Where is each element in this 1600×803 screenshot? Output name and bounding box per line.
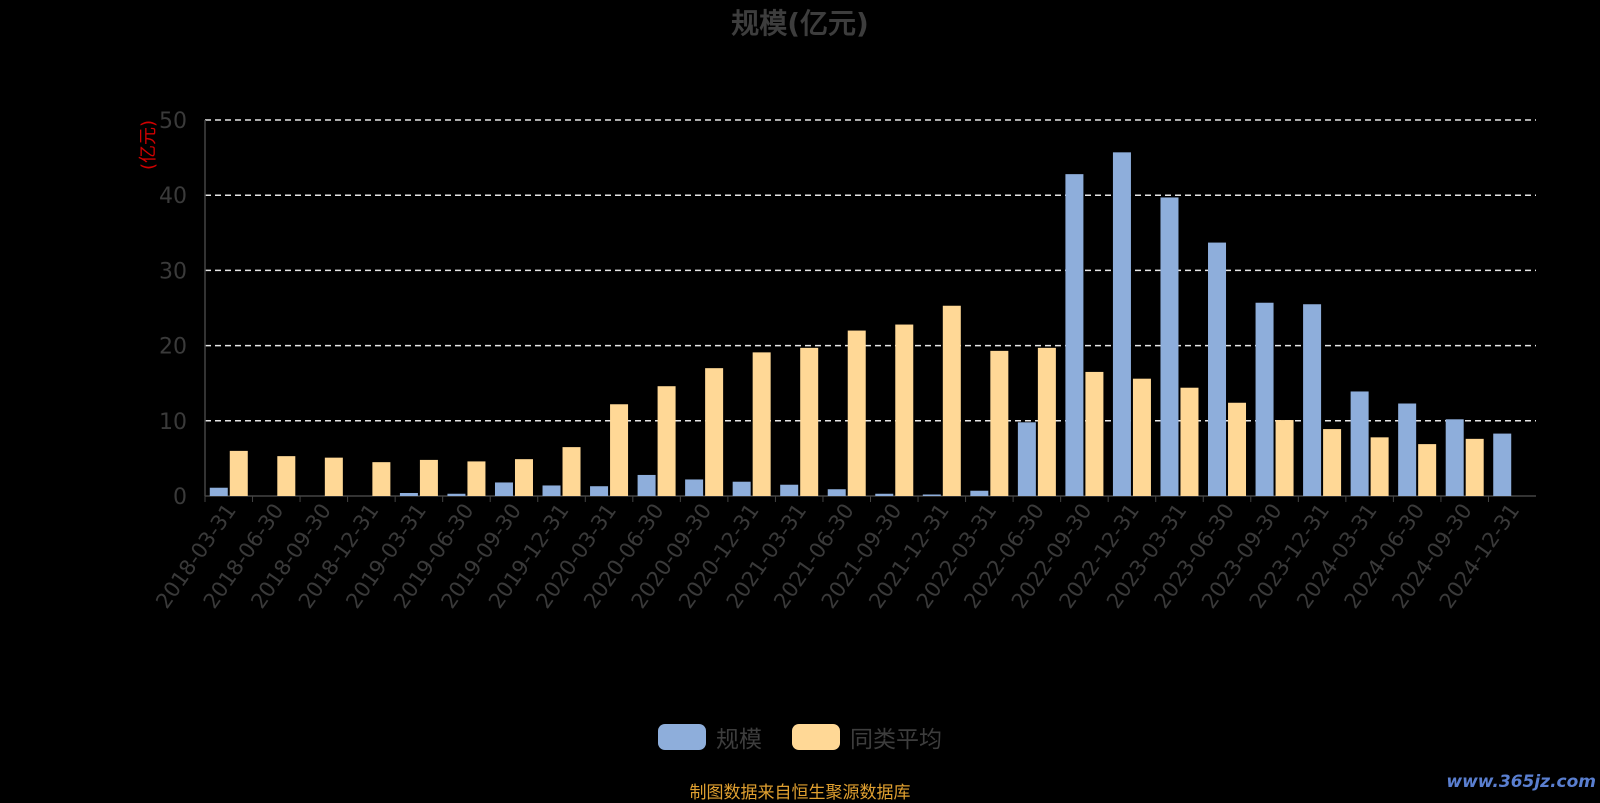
bar-scale <box>1160 197 1179 496</box>
bar-scale <box>1350 391 1369 496</box>
bar-scale <box>1493 433 1512 496</box>
bar-peer-average <box>419 459 438 496</box>
legend-item-peer-average[interactable]: 同类平均 <box>792 720 942 754</box>
legend-item-scale[interactable]: 规模 <box>658 720 762 754</box>
bar-peer-average <box>990 350 1009 496</box>
legend-label-scale: 规模 <box>716 727 762 753</box>
bar-peer-average <box>657 386 676 496</box>
bar-peer-average <box>847 330 866 496</box>
legend-swatch-peer-average <box>792 724 840 750</box>
chart-title: 规模(亿元) <box>731 7 869 40</box>
bar-peer-average <box>1370 437 1389 496</box>
watermark: www.365jz.com <box>1446 772 1596 792</box>
bar-peer-average <box>1323 429 1342 496</box>
bar-scale <box>922 494 941 496</box>
data-source-note: 制图数据来自恒生聚源数据库 <box>689 783 911 803</box>
bar-scale <box>1398 403 1417 496</box>
bar-peer-average <box>1037 347 1056 496</box>
bar-peer-average <box>800 347 819 496</box>
legend-label-peer-average: 同类平均 <box>850 727 942 753</box>
bar-scale <box>970 490 989 496</box>
y-tick-label: 50 <box>159 109 187 134</box>
y-tick-label: 40 <box>159 184 187 209</box>
bar-peer-average <box>1085 371 1104 496</box>
y-tick-label: 20 <box>159 335 187 360</box>
bar-peer-average <box>1180 387 1199 496</box>
bar-scale <box>1255 302 1274 496</box>
bar-peer-average <box>514 459 533 496</box>
bar-peer-average <box>372 462 391 496</box>
bar-scale <box>1303 304 1322 496</box>
legend: 规模 同类平均 <box>0 720 1600 754</box>
bar-scale <box>399 492 418 496</box>
bar-peer-average <box>705 368 724 496</box>
bar-peer-average <box>752 352 771 496</box>
bar-scale <box>447 493 466 496</box>
bar-scale <box>875 493 894 496</box>
bar-peer-average <box>1275 420 1294 496</box>
bar-peer-average <box>1465 438 1484 496</box>
bar-scale <box>1065 174 1084 497</box>
bar-peer-average <box>562 447 581 496</box>
bar-peer-average <box>1418 444 1437 496</box>
bar-peer-average <box>1132 378 1151 496</box>
bar-scale <box>732 481 751 496</box>
bar-scale <box>827 489 846 496</box>
y-tick-label: 0 <box>173 485 187 510</box>
legend-swatch-scale <box>658 724 706 750</box>
bar-peer-average <box>610 404 629 496</box>
bar-scale <box>1208 242 1227 496</box>
bar-scale <box>209 487 228 496</box>
bar-scale <box>637 474 656 496</box>
y-tick-label: 30 <box>159 259 187 284</box>
bar-scale <box>590 486 609 496</box>
bar-scale <box>1445 419 1464 496</box>
bar-peer-average <box>467 461 486 496</box>
bar-scale <box>1017 422 1036 496</box>
bar-scale <box>780 484 799 496</box>
bar-peer-average <box>942 305 961 496</box>
bar-peer-average <box>1228 402 1247 496</box>
bar-peer-average <box>277 456 296 496</box>
bar-chart: 010203040502018-03-312018-06-302018-09-3… <box>151 109 1536 613</box>
bar-scale <box>1112 152 1131 496</box>
bar-scale <box>685 479 704 496</box>
bar-peer-average <box>324 457 343 496</box>
bar-scale <box>542 485 561 496</box>
bar-peer-average <box>895 324 914 496</box>
bar-scale <box>494 482 513 496</box>
bar-peer-average <box>229 450 248 496</box>
y-tick-label: 10 <box>159 410 187 435</box>
